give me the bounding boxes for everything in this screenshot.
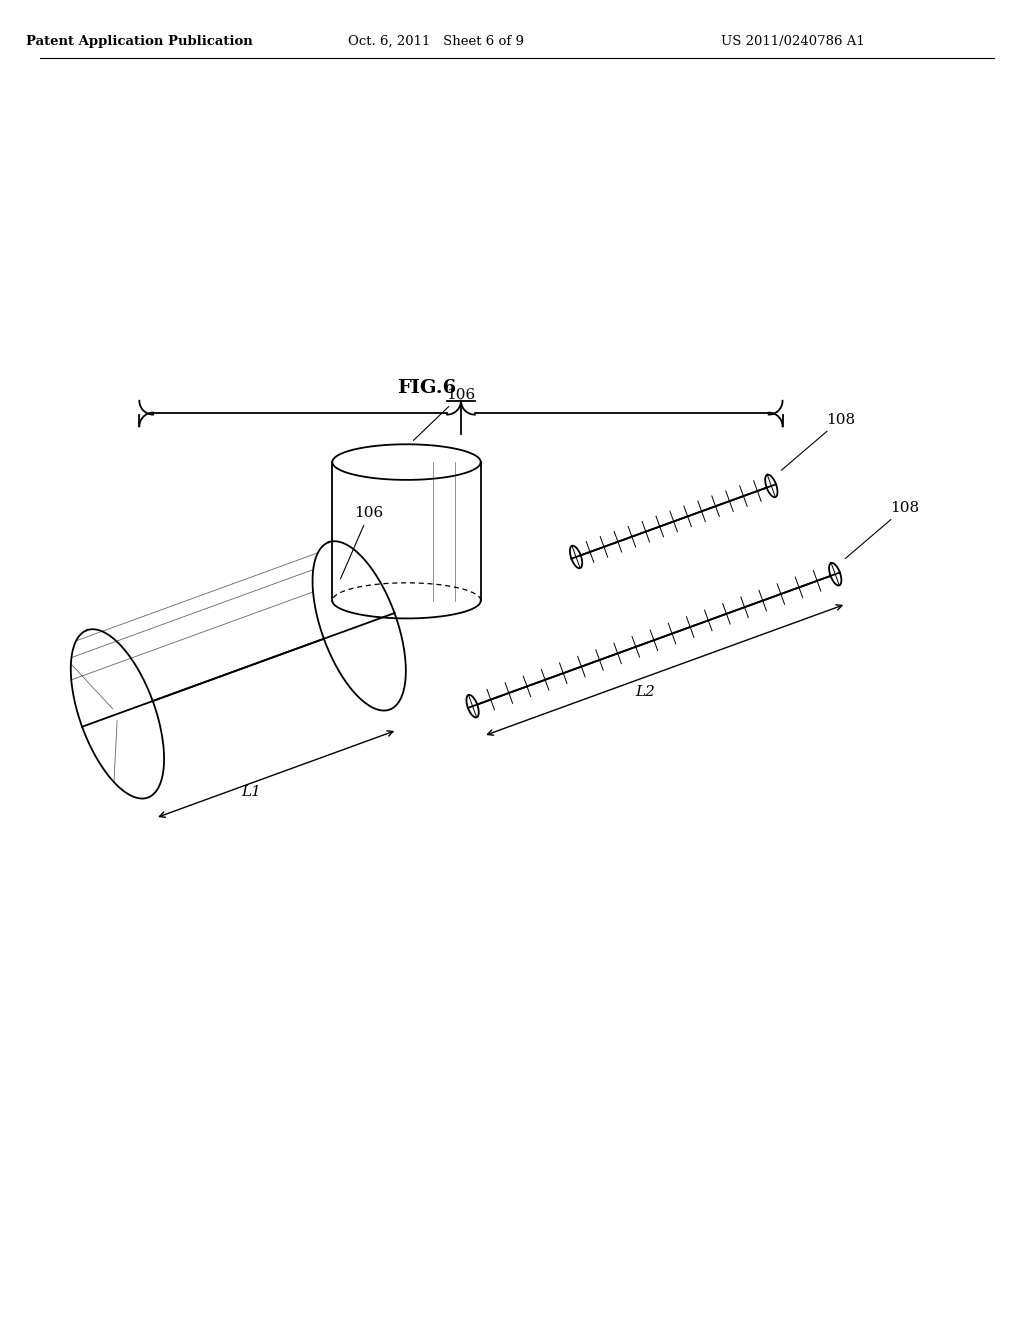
Text: 106: 106 — [341, 506, 384, 579]
Text: 106: 106 — [414, 388, 475, 441]
Text: L2: L2 — [635, 685, 655, 698]
Text: L1: L1 — [242, 785, 261, 799]
Text: US 2011/0240786 A1: US 2011/0240786 A1 — [721, 36, 864, 48]
Text: FIG.6: FIG.6 — [396, 379, 456, 397]
Text: 108: 108 — [845, 500, 920, 558]
Text: 108: 108 — [781, 413, 855, 470]
Text: Patent Application Publication: Patent Application Publication — [26, 36, 253, 48]
Text: Oct. 6, 2011   Sheet 6 of 9: Oct. 6, 2011 Sheet 6 of 9 — [348, 36, 524, 48]
